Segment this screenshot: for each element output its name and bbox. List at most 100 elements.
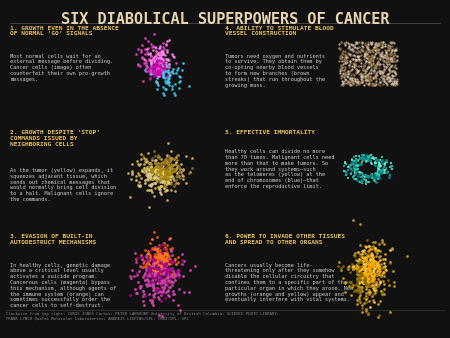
Point [352, 171, 359, 176]
Point [157, 72, 164, 77]
Point [354, 268, 361, 273]
Point [125, 170, 132, 175]
Point [159, 265, 166, 271]
Point [361, 247, 368, 252]
Point [156, 167, 163, 172]
Point [145, 270, 153, 275]
Point [148, 266, 155, 271]
Point [151, 246, 158, 251]
Point [158, 59, 165, 64]
Point [372, 161, 379, 166]
Point [364, 289, 371, 295]
Point [156, 56, 163, 61]
Point [369, 270, 376, 276]
Point [170, 259, 177, 264]
Point [350, 42, 357, 47]
Point [152, 68, 159, 74]
Point [156, 184, 163, 189]
Point [389, 68, 396, 73]
Point [143, 64, 150, 69]
Point [178, 257, 185, 262]
Point [372, 272, 379, 277]
Point [151, 193, 158, 198]
Point [375, 172, 382, 178]
Point [157, 172, 164, 177]
Point [139, 289, 146, 294]
Point [344, 175, 351, 180]
Point [383, 76, 390, 81]
Point [343, 162, 350, 167]
Point [165, 279, 172, 284]
Point [175, 168, 182, 174]
Point [151, 71, 158, 76]
Point [164, 166, 171, 172]
Point [351, 77, 359, 83]
Point [380, 169, 387, 174]
Point [144, 165, 151, 171]
Point [374, 167, 382, 172]
Point [144, 51, 152, 56]
Point [370, 75, 377, 81]
Point [146, 255, 153, 260]
Point [383, 53, 390, 58]
Point [165, 274, 172, 280]
Point [362, 172, 369, 178]
Point [365, 243, 373, 248]
Point [360, 266, 367, 271]
Point [149, 299, 156, 305]
Point [364, 243, 372, 249]
Point [386, 43, 393, 49]
Point [360, 280, 368, 285]
Point [376, 280, 383, 285]
Point [378, 74, 385, 79]
Point [366, 70, 373, 75]
Point [150, 260, 158, 265]
Point [163, 176, 171, 182]
Point [160, 66, 167, 71]
Point [346, 162, 353, 168]
Point [346, 44, 353, 49]
Point [391, 80, 398, 85]
Point [342, 160, 349, 165]
Point [160, 61, 167, 67]
Point [144, 158, 151, 164]
Point [384, 58, 392, 64]
Point [347, 162, 355, 168]
Point [382, 50, 390, 55]
Point [376, 162, 383, 168]
Point [145, 161, 152, 166]
Point [371, 275, 378, 281]
Point [366, 73, 373, 79]
Point [376, 66, 383, 71]
Point [354, 276, 361, 281]
Point [368, 256, 375, 261]
Point [370, 176, 378, 182]
Point [151, 174, 158, 179]
Point [172, 262, 180, 267]
Point [148, 247, 155, 252]
Point [356, 169, 364, 175]
Point [166, 72, 174, 77]
Point [365, 56, 372, 61]
Point [160, 73, 167, 78]
Point [357, 254, 364, 259]
Point [386, 172, 393, 177]
Point [155, 52, 162, 57]
Point [137, 284, 144, 289]
Point [160, 270, 167, 276]
Point [369, 271, 376, 276]
Point [142, 263, 149, 269]
Point [339, 81, 346, 87]
Point [354, 288, 361, 294]
Point [171, 92, 179, 98]
Point [391, 47, 398, 53]
Point [158, 167, 165, 172]
Point [150, 302, 157, 307]
Point [364, 274, 371, 280]
Point [382, 58, 390, 63]
Point [386, 76, 393, 82]
Point [167, 187, 174, 193]
Point [355, 286, 362, 291]
Point [336, 46, 343, 52]
Point [165, 164, 172, 170]
